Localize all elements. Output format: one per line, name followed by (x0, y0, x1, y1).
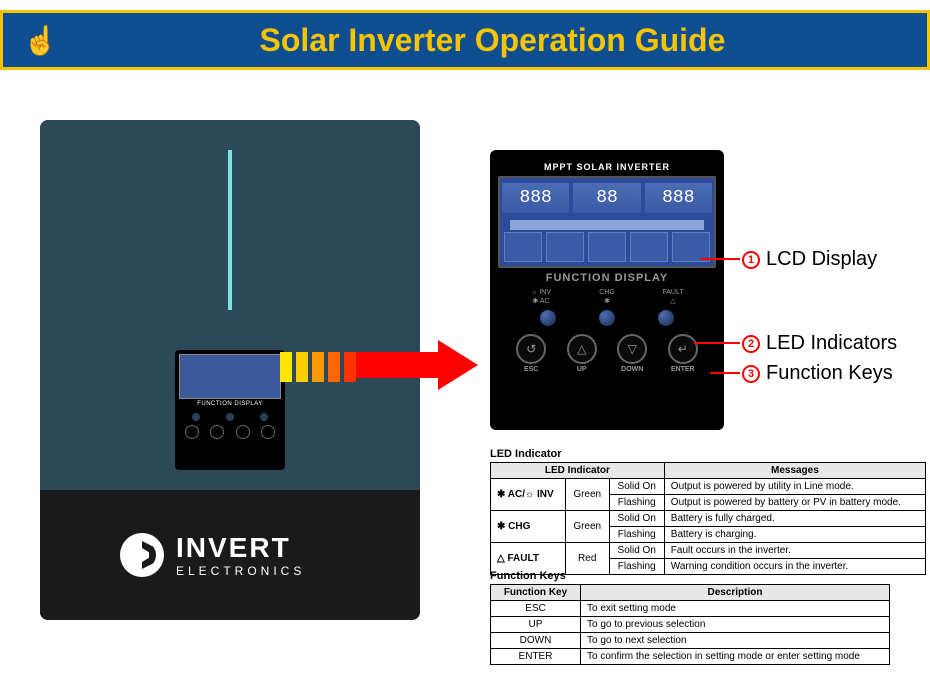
fkey-enter[interactable]: ↵ (668, 334, 698, 364)
panel-title: MPPT SOLAR INVERTER (498, 158, 716, 176)
table-row: △ FAULTRedSolid OnFault occurs in the in… (491, 543, 926, 559)
function-display-label: FUNCTION DISPLAY (498, 272, 716, 284)
led-label-col: ☼ INV✱ AC (508, 288, 574, 306)
table-row: DOWNTo go to next selection (491, 633, 890, 649)
table-row: ESCTo exit setting mode (491, 601, 890, 617)
fkey-esc[interactable]: ↺ (516, 334, 546, 364)
callout-line (694, 342, 740, 344)
table-row: ✱ CHGGreenSolid OnBattery is fully charg… (491, 511, 926, 527)
callout-text: LED Indicators (766, 332, 897, 355)
fkey-down[interactable]: ▽ (617, 334, 647, 364)
led-labels-row: ☼ INV✱ ACCHG✱FAULT△ (498, 288, 716, 306)
brand-name: INVERT (176, 532, 305, 564)
callout-1: 1 LCD Display (742, 248, 877, 271)
callout-text: LCD Display (766, 248, 877, 271)
callout-number: 1 (742, 251, 760, 269)
zoom-arrow (350, 340, 480, 390)
fkey-label: ENTER (658, 366, 709, 373)
callout-text: Function Keys (766, 362, 893, 385)
mini-control-panel: FUNCTION DISPLAY (175, 350, 285, 470)
table-row: ENTERTo confirm the selection in setting… (491, 649, 890, 665)
fkey-label: DOWN (607, 366, 658, 373)
brand-logo: INVERT ELECTRONICS (120, 532, 305, 578)
table-row: UPTo go to previous selection (491, 617, 890, 633)
callout-3: 3 Function Keys (742, 362, 893, 385)
table-row: ✱ AC/☼ INVGreenSolid OnOutput is powered… (491, 479, 926, 495)
control-panel-enlarged: MPPT SOLAR INVERTER 888 88 888 FUNCTION … (490, 150, 724, 430)
led-inv-ac (540, 310, 556, 326)
function-keys-row: ↺ △ ▽ ↵ (498, 334, 716, 364)
callout-number: 2 (742, 335, 760, 353)
fkey-label: UP (557, 366, 608, 373)
pointer-icon: ☝ (23, 24, 58, 57)
led-label-col: FAULT△ (640, 288, 706, 306)
brand-sub: ELECTRONICS (176, 564, 305, 578)
fkey-label: ESC (506, 366, 557, 373)
callout-line (700, 258, 740, 260)
function-keys-section: Function Keys Function Key Description E… (490, 570, 890, 665)
led-indicator-table: LED Indicator Messages ✱ AC/☼ INVGreenSo… (490, 462, 926, 575)
led-chg (599, 310, 615, 326)
callout-2: 2 LED Indicators (742, 332, 897, 355)
led-indicator-section: LED Indicator LED Indicator Messages ✱ A… (490, 448, 926, 575)
callout-line (710, 372, 740, 374)
transition-square (296, 352, 308, 382)
transition-square (280, 352, 292, 382)
brand-logo-icon (120, 533, 164, 577)
transition-square (312, 352, 324, 382)
transition-square (328, 352, 340, 382)
header-bar: ☝ Solar Inverter Operation Guide (0, 10, 930, 70)
key-table-title: Function Keys (490, 570, 890, 582)
led-indicators (498, 310, 716, 326)
led-label-col: CHG✱ (574, 288, 640, 306)
page-title: Solar Inverter Operation Guide (78, 22, 907, 59)
fkey-up[interactable]: △ (567, 334, 597, 364)
lcd-display: 888 88 888 (498, 176, 716, 268)
led-table-title: LED Indicator (490, 448, 926, 460)
transition-square (344, 352, 356, 382)
function-keys-table: Function Key Description ESCTo exit sett… (490, 584, 890, 665)
callout-number: 3 (742, 365, 760, 383)
led-fault (658, 310, 674, 326)
status-light-strip (228, 150, 232, 310)
